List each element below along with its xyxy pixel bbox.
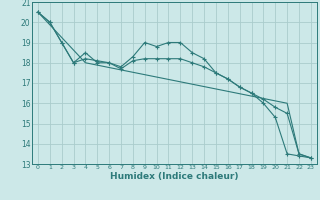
X-axis label: Humidex (Indice chaleur): Humidex (Indice chaleur)	[110, 172, 239, 181]
